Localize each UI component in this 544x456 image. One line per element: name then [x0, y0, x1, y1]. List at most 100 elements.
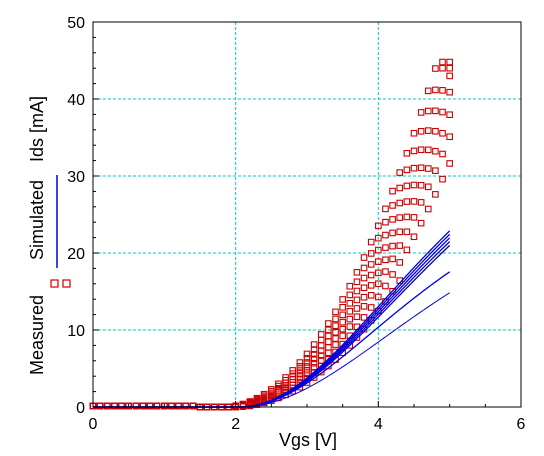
measured-point [446, 88, 453, 96]
measured-point [153, 402, 161, 410]
measured-point [325, 320, 332, 327]
measured-point [303, 366, 311, 374]
measured-point [417, 164, 425, 172]
measured-point [168, 402, 175, 410]
x-tick-label: 6 [517, 416, 526, 433]
measured-point [325, 338, 332, 346]
measured-point [189, 402, 197, 410]
measured-point [103, 402, 111, 410]
measured-point [139, 402, 147, 410]
measured-point [382, 244, 389, 251]
measured-point [168, 402, 175, 410]
measured-point [439, 108, 446, 116]
measured-point [353, 323, 361, 331]
measured-point [111, 402, 118, 410]
measured-point [189, 402, 197, 410]
measured-point [424, 146, 432, 154]
measured-point [132, 402, 140, 410]
measured-point [325, 349, 332, 357]
measured-point [111, 402, 118, 410]
simulated-curve [93, 230, 451, 408]
measured-point [339, 332, 346, 340]
measured-point [332, 322, 339, 330]
measured-point [139, 402, 147, 410]
measured-point [353, 305, 361, 312]
measured-point [403, 246, 411, 254]
measured-point [432, 147, 439, 155]
measured-point [332, 341, 339, 348]
y-tick-label: 50 [67, 15, 85, 32]
y-label-quantity: Ids [mA] [27, 96, 47, 162]
measured-point [303, 350, 311, 358]
measured-point [146, 402, 154, 410]
measured-point [332, 335, 339, 342]
measured-point [432, 127, 439, 135]
measured-point [168, 402, 175, 410]
measured-point [182, 402, 190, 410]
measured-point [396, 169, 404, 176]
measured-point [367, 271, 375, 279]
measured-point [346, 299, 354, 307]
measured-point [317, 352, 325, 359]
measured-point [353, 287, 361, 295]
measured-point [403, 182, 411, 190]
measured-point [189, 402, 197, 410]
measured-point [417, 199, 425, 206]
measured-point [403, 166, 411, 174]
measured-point [375, 246, 382, 254]
legend-measured-marker-2 [62, 279, 71, 288]
measured-point [296, 366, 304, 374]
measured-point [446, 111, 453, 119]
measured-point [367, 238, 375, 246]
measured-point [389, 202, 396, 209]
measured-point [360, 254, 368, 261]
measured-point [410, 164, 418, 172]
y-tick-label: 20 [67, 246, 85, 263]
measured-point [139, 402, 147, 410]
measured-point [325, 326, 332, 334]
measured-point [146, 402, 154, 410]
measured-point [296, 359, 304, 366]
measured-point [303, 363, 311, 370]
measured-point [310, 351, 318, 358]
measured-point [168, 402, 175, 410]
measured-point [410, 233, 418, 241]
plot-frame [92, 21, 522, 408]
measured-point [424, 127, 432, 134]
measured-point [132, 402, 140, 410]
measured-point [396, 184, 404, 192]
measured-point [389, 216, 396, 223]
x-tick-label: 0 [89, 416, 98, 433]
measured-point [168, 402, 175, 410]
measured-point [382, 218, 389, 226]
measured-point [132, 402, 140, 410]
measured-point [118, 402, 125, 410]
measured-point [410, 147, 418, 155]
measured-point [410, 129, 418, 137]
measured-point [317, 336, 325, 344]
measured-point [439, 87, 446, 94]
measured-point [396, 199, 404, 207]
measured-point [396, 259, 404, 266]
measured-point [353, 278, 361, 286]
measured-point [332, 315, 339, 323]
measured-point [118, 402, 125, 410]
measured-point [375, 280, 382, 288]
measured-point [275, 388, 282, 396]
measured-point [446, 160, 453, 167]
measured-point [168, 402, 175, 410]
measured-point [417, 128, 425, 135]
measured-point [410, 198, 418, 205]
measured-point [182, 402, 190, 410]
simulated-series [93, 230, 451, 408]
measured-point [139, 402, 147, 410]
measured-point [310, 346, 318, 353]
measured-point [367, 282, 375, 289]
measured-point [132, 402, 140, 410]
measured-point [132, 402, 140, 410]
measured-point [296, 363, 304, 370]
measured-point [310, 359, 318, 367]
measured-point [175, 402, 182, 410]
measured-point [339, 318, 346, 326]
